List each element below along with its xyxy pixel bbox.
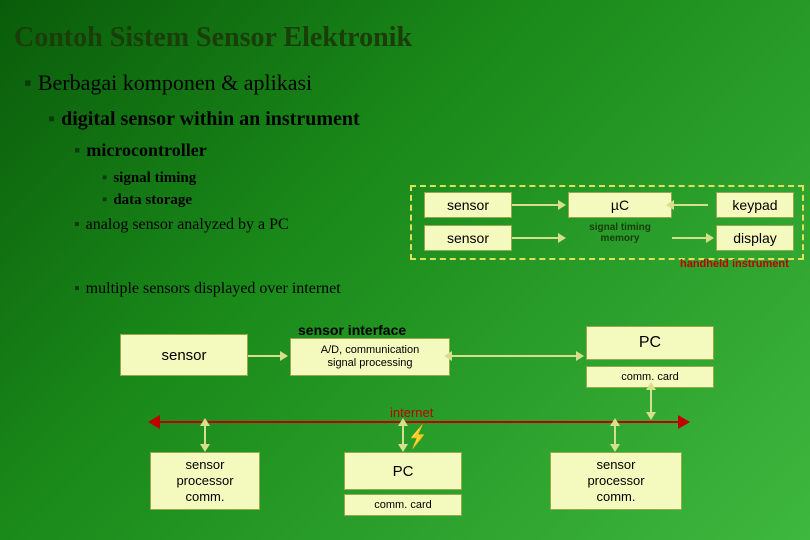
arrow-icon [610,418,620,426]
arrow-icon [666,200,674,210]
bullet-text: signal timing [113,170,196,186]
arrow-icon [646,382,656,390]
arrow-icon [444,351,452,361]
bullet-text: Berbagai komponen & aplikasi [38,70,312,95]
box-spc-right: sensorprocessorcomm. [550,452,682,510]
bullet-level3: ▪analog sensor analyzed by a PC [74,216,289,234]
conn-line [450,355,578,357]
lightning-icon: ⚡ [408,424,427,450]
box-sensor-interface: A/D, communicationsignal processing [290,338,450,376]
box-sensor-mid: sensor [120,334,248,376]
slide-title: Contoh Sistem Sensor Elektronik [14,22,412,54]
arrow-icon [646,412,656,420]
arrow-icon [200,418,210,426]
conn-line [614,424,616,446]
bullet-text: digital sensor within an instrument [61,108,360,130]
box-spc-left: sensorprocessorcomm. [150,452,260,510]
box-uc: µC [568,192,672,218]
arrow-icon [398,418,408,426]
conn-line [672,204,708,206]
bullet-text: microcontroller [86,140,206,160]
internet-arrow-left [148,415,160,429]
conn-line [672,237,708,239]
bullet-text: analog sensor analyzed by a PC [86,216,289,233]
bullet-level4: ▪signal timing [102,170,196,187]
slide: Contoh Sistem Sensor Elektronik ▪Berbaga… [0,0,810,540]
bullet-text: data storage [113,192,192,208]
box-sensor1: sensor [424,192,512,218]
internet-line [158,421,678,423]
box-keypad: keypad [716,192,794,218]
arrow-icon [280,351,288,361]
arrow-icon [200,444,210,452]
bullet-level3: ▪microcontroller [74,140,207,161]
bullet-level3: ▪multiple sensors displayed over interne… [74,280,341,298]
arrow-icon [610,444,620,452]
conn-line [402,424,404,446]
arrow-icon [398,444,408,452]
conn-line [512,237,560,239]
arrow-icon [706,233,714,243]
arrow-icon [576,351,584,361]
box-pc-bottom: PC [344,452,462,490]
bullet-level2: ▪digital sensor within an instrument [48,108,360,131]
box-pc-mid: PC [586,326,714,360]
label-stm: signal timingmemory [568,222,672,244]
instrument-label: handheld instrument [680,258,789,270]
sensor-interface-title: sensor interface [298,322,406,338]
box-display: display [716,225,794,251]
conn-line [650,388,652,414]
internet-label: internet [390,405,433,420]
bullet-text: multiple sensors displayed over internet [86,280,341,297]
bullet-level4: ▪data storage [102,192,192,209]
arrow-icon [558,200,566,210]
conn-line [248,355,282,357]
internet-arrow-right [678,415,690,429]
bullet-level1: ▪Berbagai komponen & aplikasi [24,70,312,96]
conn-line [512,204,560,206]
box-comm-card-bottom: comm. card [344,494,462,516]
box-sensor2: sensor [424,225,512,251]
arrow-icon [558,233,566,243]
conn-line [204,424,206,446]
